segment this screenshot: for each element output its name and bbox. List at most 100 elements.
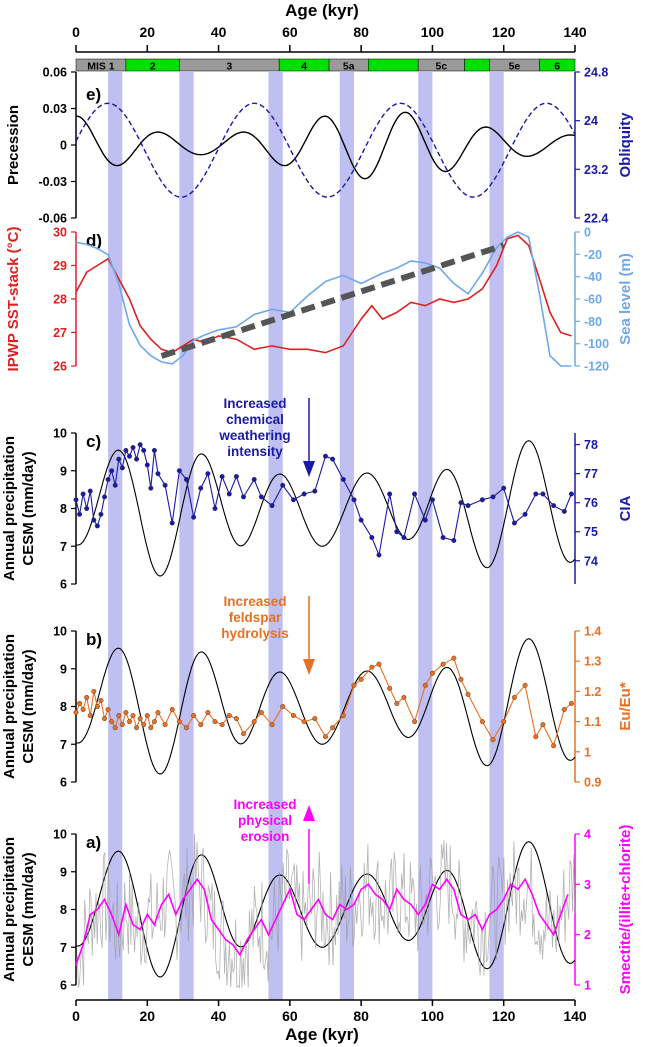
- right-tick-label: 1.4: [584, 625, 601, 639]
- left-axis-title-line: CESM (mm/day): [20, 852, 37, 966]
- right-axis-title: Smectite/(illite+chlorite): [617, 825, 634, 995]
- data-point: [98, 511, 104, 517]
- left-axis-title: IPWP SST-stack (°C): [5, 227, 22, 372]
- left-tick-label: 8: [60, 502, 67, 516]
- left-tick-label: 8: [60, 700, 67, 714]
- data-point: [465, 503, 471, 509]
- data-point: [401, 694, 407, 700]
- left-tick-label: 7: [60, 941, 67, 955]
- left-axis-title-line: Annual precipitation: [1, 837, 18, 982]
- data-point: [458, 676, 464, 682]
- data-point: [169, 520, 175, 526]
- series-line: [75, 877, 569, 966]
- bottom-tick-label: 0: [72, 1008, 80, 1024]
- data-point: [351, 497, 357, 503]
- data-point: [533, 734, 539, 740]
- data-point: [130, 445, 136, 451]
- left-tick-label: 0: [60, 139, 67, 153]
- mis-stage: [539, 58, 576, 72]
- data-point: [568, 491, 574, 497]
- data-point: [269, 503, 275, 509]
- data-point: [102, 494, 108, 500]
- data-point: [358, 676, 364, 682]
- data-point: [451, 537, 457, 543]
- data-point: [258, 494, 264, 500]
- data-point: [105, 476, 111, 482]
- data-point: [376, 661, 382, 667]
- data-point: [176, 468, 182, 474]
- bottom-tick-label: 80: [353, 1008, 369, 1024]
- data-point: [511, 520, 517, 526]
- data-point: [479, 497, 485, 503]
- right-tick-label: 1.2: [584, 685, 601, 699]
- mis-stage-label: 3: [226, 61, 232, 73]
- data-point: [130, 713, 136, 719]
- data-point: [144, 462, 150, 468]
- data-point: [269, 722, 275, 728]
- data-point: [312, 716, 318, 722]
- right-tick-label: -100: [584, 337, 609, 351]
- data-point: [119, 465, 125, 471]
- right-tick-label: 1: [584, 745, 591, 759]
- data-point: [376, 552, 382, 558]
- data-point: [226, 713, 232, 719]
- data-point: [109, 468, 115, 474]
- data-point: [429, 497, 435, 503]
- data-point: [141, 722, 147, 728]
- data-point: [323, 453, 329, 459]
- right-tick-label: 23.2: [584, 163, 608, 177]
- panel-e: -0.06 -0.03 0 0.03 0.06 22.4 23.2 24 24.8 Precess…: [5, 66, 634, 226]
- shaded-band: [339, 72, 355, 1000]
- right-axis-title: CIA: [617, 495, 634, 521]
- left-tick-label: 10: [53, 828, 67, 842]
- shaded-band: [179, 72, 194, 1000]
- right-tick-label: -80: [584, 315, 602, 329]
- data-point: [290, 497, 296, 503]
- mis-stage-label: 4: [301, 61, 307, 73]
- annotation-arrow-head: [303, 659, 315, 675]
- left-tick-label: 30: [53, 226, 67, 240]
- data-point: [323, 734, 329, 740]
- annotation-text: weathering: [218, 428, 290, 443]
- series-line: [75, 231, 572, 367]
- data-point: [91, 688, 97, 694]
- panel-b: 6 7 8 9 10 0.9 1 1.1 1.2 1.3 1.4 Annual precipitati…: [1, 594, 634, 790]
- data-point: [422, 517, 428, 523]
- left-tick-label: 26: [53, 360, 67, 374]
- data-point: [301, 719, 307, 725]
- data-point: [280, 482, 286, 488]
- data-point: [387, 685, 393, 691]
- data-point: [155, 471, 161, 477]
- left-tick-label: 10: [53, 427, 67, 441]
- data-point: [134, 725, 140, 731]
- data-point: [241, 494, 247, 500]
- right-tick-label: 1: [584, 979, 591, 993]
- left-axis-title: Annual precipitation CESM (mm/day): [1, 837, 37, 982]
- top-tick-label: 40: [211, 24, 227, 40]
- bottom-tick-label: 20: [139, 1008, 155, 1024]
- right-tick-label: -60: [584, 293, 602, 307]
- right-tick-label: 3: [584, 878, 591, 892]
- chart-panels: -0.06-0.0300.030.0622.423.22424.8Precess…: [1, 66, 634, 995]
- bottom-axis-title: Age (kyr): [285, 1025, 359, 1044]
- top-tick-label: 120: [492, 24, 516, 40]
- panel-label: c): [86, 432, 101, 451]
- data-point: [330, 725, 336, 731]
- left-axis-title: Annual precipitation CESM (mm/day): [1, 436, 37, 581]
- mis-stage-bar: MIS 1 2 3 4 5a 5c 5e 6: [75, 58, 576, 73]
- data-point: [105, 707, 111, 713]
- data-point: [141, 447, 147, 453]
- data-point: [241, 731, 247, 737]
- left-tick-label: 0.06: [43, 66, 67, 80]
- panel-d: 26 27 28 29 30 -120 -100 -80 -60 -40 -20 0 IPWP SST-…: [5, 226, 634, 374]
- data-point: [73, 497, 79, 503]
- data-point: [490, 494, 496, 500]
- bottom-tick-label: 60: [282, 1008, 298, 1024]
- data-point: [116, 713, 122, 719]
- annotation-text: Increased: [223, 594, 286, 609]
- right-tick-label: 0.9: [584, 776, 601, 790]
- data-point: [219, 474, 225, 480]
- data-point: [198, 485, 204, 491]
- annotation-text: hydrolysis: [221, 626, 289, 641]
- right-tick-label: 24: [584, 114, 598, 128]
